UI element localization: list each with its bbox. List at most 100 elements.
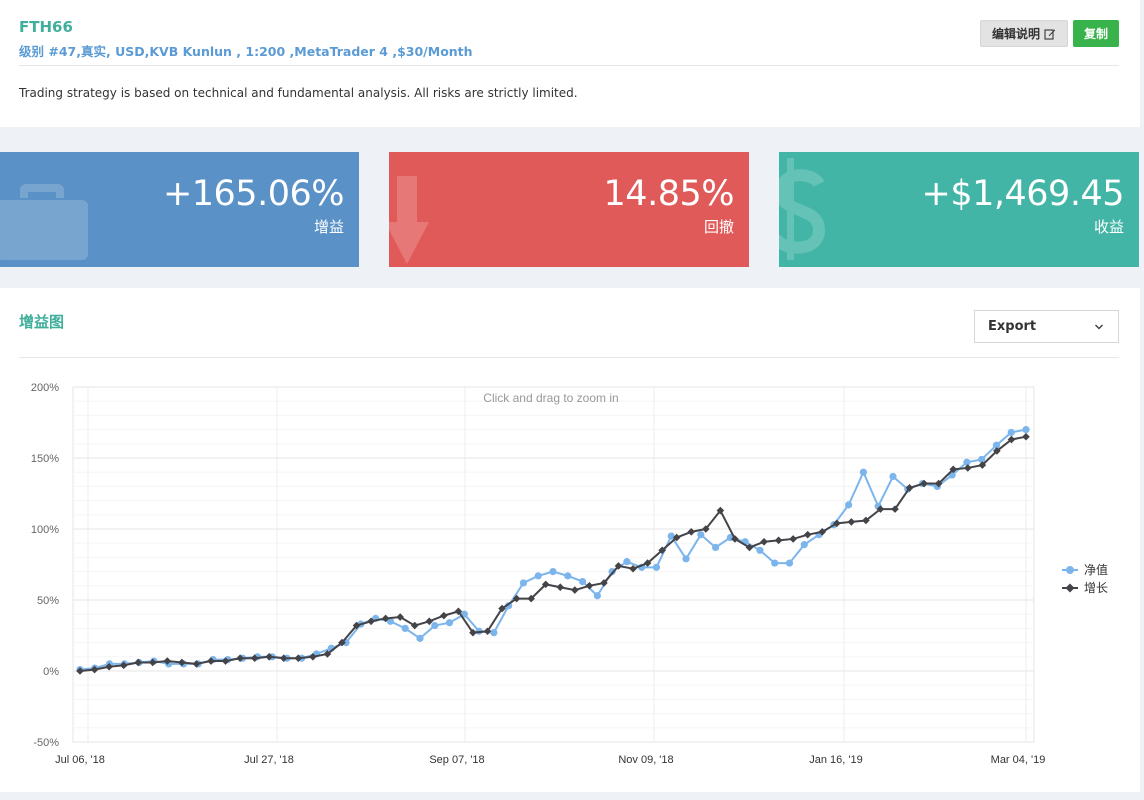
data-point[interactable] (731, 535, 739, 543)
data-point[interactable] (934, 479, 943, 488)
data-point[interactable] (833, 519, 841, 528)
data-point[interactable] (774, 536, 783, 545)
data-point[interactable] (672, 533, 681, 542)
data-point[interactable] (512, 594, 521, 603)
data-point[interactable] (178, 658, 186, 667)
data-point[interactable] (578, 577, 587, 586)
data-point[interactable] (920, 479, 928, 488)
data-point[interactable] (148, 658, 157, 667)
data-point[interactable] (425, 617, 434, 626)
data-point[interactable] (1022, 426, 1030, 434)
data-point[interactable] (978, 455, 986, 464)
data-point[interactable] (396, 613, 404, 621)
data-point[interactable] (658, 546, 666, 555)
data-point[interactable] (519, 579, 528, 587)
data-point[interactable] (367, 617, 375, 626)
data-point[interactable] (785, 559, 794, 567)
data-point[interactable] (294, 654, 303, 663)
data-point[interactable] (745, 543, 754, 552)
data-point[interactable] (697, 531, 705, 539)
data-point[interactable] (498, 604, 506, 613)
data-point[interactable] (629, 564, 637, 573)
data-point[interactable] (593, 592, 601, 600)
data-point[interactable] (163, 657, 172, 665)
data-point[interactable] (1007, 428, 1015, 437)
data-point[interactable] (534, 572, 542, 580)
account-name[interactable]: FTH66 (19, 18, 73, 36)
legend-item-equity[interactable]: 净值 (1062, 561, 1108, 578)
data-point[interactable] (623, 558, 631, 566)
data-point[interactable] (527, 594, 535, 603)
legend-item-growth[interactable]: 增长 (1062, 579, 1108, 596)
data-point[interactable] (789, 535, 797, 543)
data-point[interactable] (490, 629, 498, 637)
data-point[interactable] (992, 441, 1001, 449)
data-point[interactable] (682, 555, 690, 563)
data-point[interactable] (756, 546, 764, 554)
data-point[interactable] (643, 559, 652, 567)
data-point[interactable] (386, 617, 395, 625)
data-point[interactable] (949, 465, 958, 474)
data-point[interactable] (771, 559, 779, 567)
data-point[interactable] (687, 528, 696, 536)
data-point[interactable] (862, 516, 870, 525)
data-point[interactable] (667, 532, 675, 540)
data-point[interactable] (800, 541, 808, 549)
data-point[interactable] (978, 461, 987, 469)
data-point[interactable] (905, 484, 914, 492)
data-point[interactable] (483, 627, 492, 636)
copy-button[interactable]: 复制 (1073, 20, 1119, 47)
data-point[interactable] (847, 518, 856, 526)
data-point[interactable] (614, 562, 623, 570)
data-point[interactable] (192, 660, 201, 668)
data-point[interactable] (891, 505, 899, 513)
data-point[interactable] (876, 505, 885, 513)
data-point[interactable] (431, 621, 439, 630)
data-point[interactable] (445, 619, 454, 627)
data-point[interactable] (963, 458, 971, 466)
data-point[interactable] (265, 653, 273, 661)
data-point[interactable] (134, 658, 143, 667)
data-point[interactable] (105, 662, 113, 671)
export-dropdown[interactable]: Export (974, 310, 1119, 343)
data-point[interactable] (416, 634, 424, 642)
data-point[interactable] (410, 621, 419, 630)
data-point[interactable] (702, 525, 710, 533)
data-point[interactable] (571, 586, 579, 594)
data-point[interactable] (381, 614, 390, 623)
data-point[interactable] (352, 621, 361, 630)
data-point[interactable] (845, 501, 853, 509)
data-point[interactable] (564, 572, 572, 580)
gain-chart[interactable]: -50% 0% 50% 100% 150% 200% Jul 06, '18 Jul 27, … (0, 288, 1140, 792)
data-point[interactable] (221, 657, 230, 665)
data-point[interactable] (323, 650, 332, 658)
data-point[interactable] (90, 665, 99, 674)
data-point[interactable] (541, 580, 550, 589)
edit-description-button[interactable]: 编辑说明 (980, 20, 1068, 47)
data-point[interactable] (711, 543, 720, 552)
data-point[interactable] (250, 654, 259, 663)
data-point[interactable] (207, 657, 215, 665)
data-point[interactable] (803, 530, 812, 539)
data-point[interactable] (818, 528, 827, 536)
data-point[interactable] (338, 638, 346, 647)
data-point[interactable] (556, 583, 565, 592)
data-point[interactable] (859, 468, 868, 476)
data-point[interactable] (279, 654, 288, 663)
data-point[interactable] (309, 653, 317, 661)
data-point[interactable] (236, 654, 244, 663)
data-point[interactable] (1007, 435, 1016, 444)
data-point[interactable] (469, 628, 477, 637)
data-point[interactable] (652, 563, 661, 571)
data-point[interactable] (549, 568, 557, 576)
data-point[interactable] (600, 579, 608, 587)
data-point[interactable] (585, 582, 594, 590)
data-point[interactable] (993, 447, 1001, 455)
data-point[interactable] (454, 607, 463, 616)
data-point[interactable] (119, 661, 128, 670)
data-point[interactable] (889, 472, 897, 481)
data-point[interactable] (963, 464, 972, 472)
data-point[interactable] (716, 506, 725, 515)
data-point[interactable] (760, 537, 768, 546)
data-point[interactable] (401, 624, 409, 632)
